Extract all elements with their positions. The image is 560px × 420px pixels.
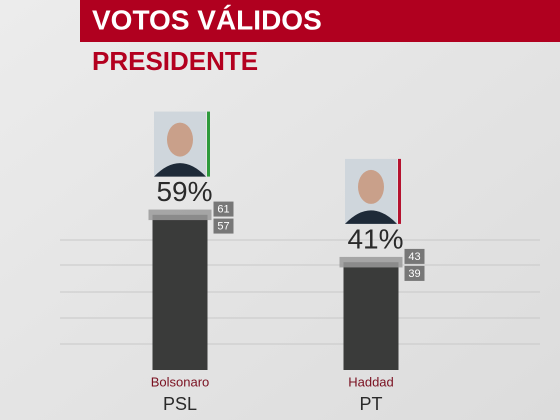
range-band xyxy=(339,256,403,268)
party-label: PSL xyxy=(163,394,197,414)
photo-suit xyxy=(154,163,206,177)
chart-subtitle: PRESIDENTE xyxy=(92,46,258,76)
lower-label: 39 xyxy=(408,268,420,280)
photo-face xyxy=(167,122,193,157)
title-bar xyxy=(80,0,560,42)
value-label: 59% xyxy=(156,176,212,207)
bar xyxy=(343,262,399,370)
party-stripe xyxy=(207,111,210,177)
range-box xyxy=(404,248,425,264)
party-stripe xyxy=(398,158,401,224)
upper-label: 61 xyxy=(217,203,229,215)
range-box xyxy=(213,218,234,234)
chart-title: VOTOS VÁLIDOS xyxy=(92,4,322,35)
party-label: PT xyxy=(359,394,382,414)
range-box xyxy=(213,201,234,217)
decor-lines xyxy=(60,239,540,345)
upper-label: 43 xyxy=(408,251,420,263)
range-band xyxy=(148,209,212,221)
bar xyxy=(152,214,208,370)
category-label: Haddad xyxy=(348,374,394,389)
photo-face xyxy=(358,169,384,204)
value-label: 41% xyxy=(347,223,403,254)
lower-label: 57 xyxy=(217,220,229,232)
category-label: Bolsonaro xyxy=(151,374,210,389)
photo-suit xyxy=(345,210,397,224)
range-box xyxy=(404,265,425,281)
